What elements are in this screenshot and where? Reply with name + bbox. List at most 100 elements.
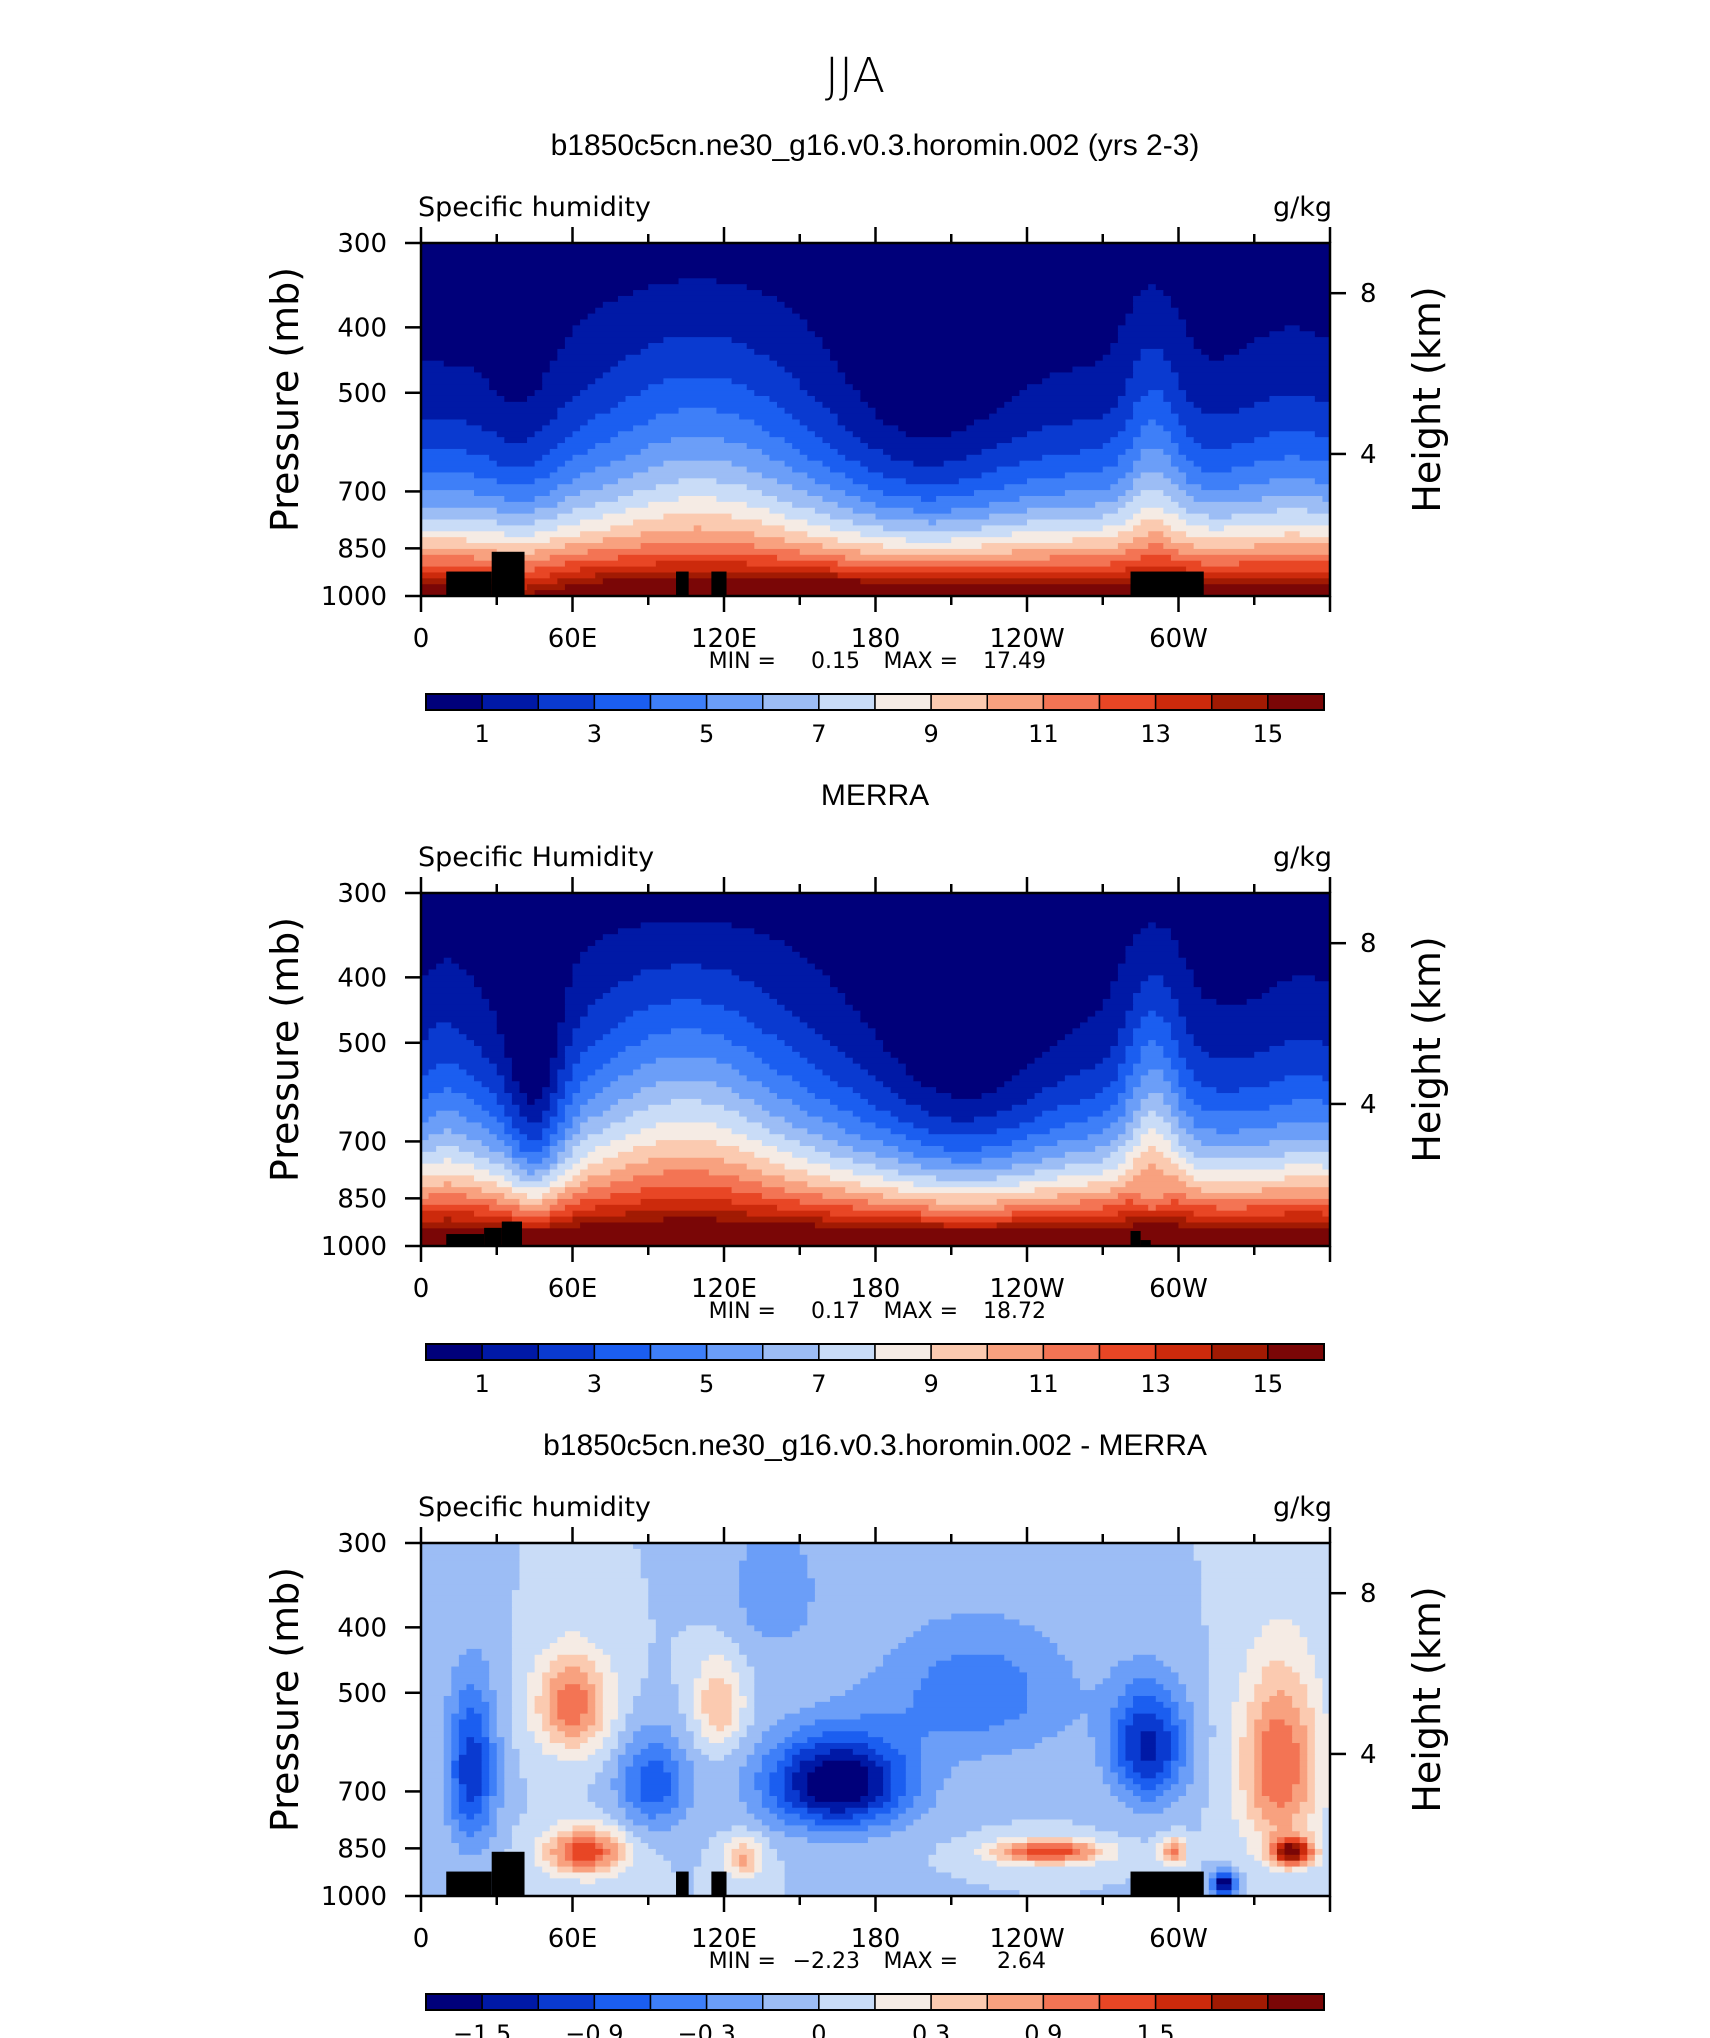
contour-cell: [421, 1654, 460, 1662]
contour-cell: [496, 431, 536, 438]
contour-cell: [504, 1772, 521, 1779]
contour-cell: [1011, 1104, 1058, 1112]
contour-cell: [1314, 1660, 1330, 1668]
contour-cell: [421, 372, 483, 379]
contour-cell: [1095, 1093, 1119, 1100]
contour-cell: [511, 1695, 528, 1703]
contour-cell: [1178, 484, 1202, 491]
contour-cell: [1133, 1128, 1149, 1135]
colorbar-label: −0.3: [677, 2020, 735, 2038]
contour-cell: [663, 1216, 718, 1224]
contour-cell: [1284, 1860, 1301, 1868]
colorbar-swatch: [481, 1343, 539, 1361]
contour-cell: [595, 1666, 611, 1674]
contour-cell: [496, 1754, 505, 1762]
contour-cell: [883, 525, 983, 532]
contour-cell: [421, 957, 445, 965]
contour-cell: [928, 1666, 1021, 1674]
contour-cell: [1155, 1737, 1172, 1744]
contour-cell: [1216, 998, 1248, 1006]
contour-cell: [421, 1666, 452, 1674]
contour-cell: [421, 1210, 475, 1218]
x-tick-label: 120E: [691, 624, 757, 654]
contour-cell: [1299, 1801, 1316, 1809]
contour-cell: [595, 1748, 611, 1756]
contour-cell: [527, 1807, 604, 1815]
contour-cell: [1019, 1619, 1202, 1626]
colorbar-swatch: [986, 693, 1045, 711]
contour-cell: [716, 1081, 763, 1088]
contour-cell: [693, 1866, 725, 1874]
contour-cell: [1178, 1707, 1195, 1715]
contour-cell: [655, 484, 748, 491]
contour-cell: [1102, 1678, 1134, 1685]
contour-cell: [1133, 513, 1180, 521]
contour-cell: [822, 1034, 877, 1041]
contour-cell: [1110, 1760, 1119, 1768]
contour-cell: [557, 1122, 574, 1129]
contour-cell: [557, 1175, 574, 1182]
contour-cell: [1269, 1860, 1278, 1868]
contour-cell: [458, 1754, 483, 1762]
contour-cell: [443, 1795, 452, 1803]
y-tick-label: 500: [337, 379, 387, 409]
contour-cell: [1102, 513, 1134, 521]
contour-cell: [527, 1116, 543, 1124]
contour-cell: [837, 560, 1111, 568]
contour-cell: [1276, 1843, 1286, 1850]
contour-cell: [474, 1151, 505, 1159]
contour-cell: [519, 1175, 543, 1182]
contour-cell: [451, 1181, 498, 1188]
contour-cell: [686, 1754, 710, 1762]
contour-cell: [936, 1660, 1013, 1668]
contour-cell: [1261, 1187, 1330, 1194]
contour-cell: [837, 501, 877, 509]
contour-cell: [852, 1204, 930, 1212]
contour-cell: [1208, 1631, 1263, 1638]
contour-cell: [421, 243, 1330, 250]
contour-cell: [792, 1731, 824, 1738]
contour-cell: [496, 1198, 521, 1206]
contour-cell: [860, 495, 922, 503]
colorbar-label: 0.3: [912, 2020, 950, 2038]
contour-cell: [1125, 313, 1180, 321]
contour-cell: [784, 1134, 824, 1141]
contour-cell: [1261, 1860, 1271, 1868]
contour-cell: [648, 1760, 664, 1768]
contour-cell: [1246, 1707, 1263, 1715]
contour-cell: [511, 1631, 566, 1638]
contour-cell: [1292, 1843, 1301, 1850]
contour-cell: [1299, 1778, 1308, 1785]
contour-cell: [1011, 1140, 1058, 1147]
contour-cell: [1186, 1028, 1330, 1035]
contour-cell: [875, 1151, 914, 1159]
contour-cell: [451, 1737, 460, 1744]
contour-cell: [1254, 1051, 1330, 1059]
contour-cell: [1087, 1116, 1119, 1124]
contour-cell: [564, 1081, 581, 1088]
contour-cell: [421, 1860, 505, 1868]
colorbar-swatch: [762, 693, 820, 711]
contour-cell: [466, 1784, 483, 1791]
contour-cell: [572, 1093, 596, 1100]
contour-cell: [1239, 407, 1330, 415]
contour-cell: [761, 1169, 808, 1176]
contour-cell: [807, 1613, 952, 1621]
contour-cell: [1314, 331, 1330, 338]
contour-cell: [496, 1778, 505, 1785]
contour-cell: [1186, 1743, 1195, 1750]
contour-cell: [595, 1643, 649, 1650]
contour-cell: [496, 1016, 566, 1024]
contour-cell: [580, 1713, 596, 1721]
contour-cell: [799, 1543, 1195, 1550]
contour-cell: [648, 1584, 740, 1591]
contour-cell: [640, 1040, 733, 1047]
contour-cell: [1140, 448, 1164, 456]
contour-cell: [928, 1128, 998, 1135]
contour-cell: [1148, 531, 1164, 538]
contour-cell: [421, 384, 490, 391]
contour-cell: [814, 1584, 1202, 1591]
contour-cell: [883, 1654, 952, 1662]
contour-cell: [542, 1134, 551, 1141]
contour-cell: [474, 1210, 513, 1218]
